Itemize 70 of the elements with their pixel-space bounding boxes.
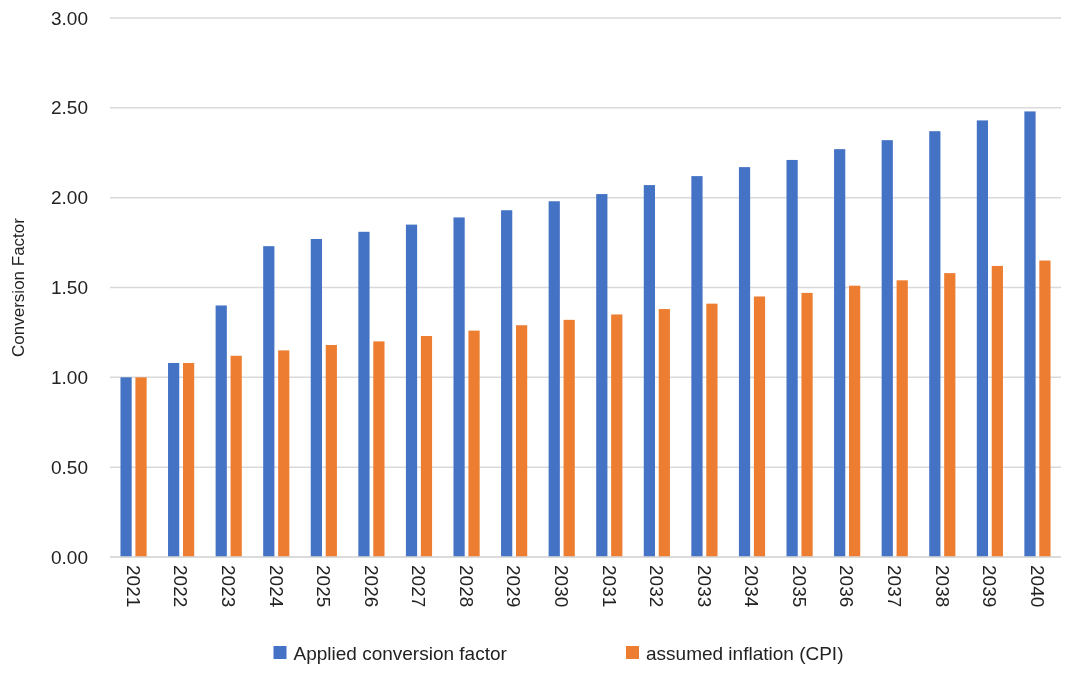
x-tick-label: 2021 bbox=[122, 565, 144, 608]
x-tick-label: 2038 bbox=[931, 565, 953, 608]
x-tick-label: 2024 bbox=[265, 565, 287, 608]
bar bbox=[373, 341, 385, 557]
bar bbox=[358, 231, 370, 557]
bar bbox=[658, 309, 670, 557]
bar bbox=[563, 319, 575, 557]
y-tick-label: 0.00 bbox=[51, 546, 88, 568]
x-tick-label: 2022 bbox=[170, 565, 192, 608]
y-tick-label: 1.00 bbox=[51, 366, 88, 388]
bar bbox=[896, 280, 908, 557]
x-tick-label: 2035 bbox=[788, 565, 810, 608]
legend-label: Applied conversion factor bbox=[293, 642, 508, 664]
bar bbox=[929, 131, 941, 557]
bar bbox=[611, 314, 623, 557]
x-tick-label: 2028 bbox=[455, 565, 477, 608]
bar bbox=[168, 362, 180, 557]
bar bbox=[215, 305, 227, 557]
bar bbox=[834, 149, 846, 557]
bar bbox=[991, 265, 1003, 557]
x-tick-label: 2034 bbox=[741, 565, 763, 608]
x-tick-label: 2033 bbox=[693, 565, 715, 608]
x-tick-label: 2023 bbox=[218, 565, 240, 608]
bar bbox=[801, 292, 813, 557]
y-tick-label: 2.50 bbox=[51, 97, 88, 119]
bar bbox=[596, 194, 608, 557]
bar bbox=[976, 120, 989, 557]
x-tick-label: 2032 bbox=[646, 565, 668, 608]
bar bbox=[643, 185, 655, 557]
bar bbox=[1024, 111, 1036, 557]
bar bbox=[944, 273, 956, 557]
y-tick-label: 1.50 bbox=[51, 277, 88, 299]
bar bbox=[263, 246, 275, 557]
bar bbox=[405, 224, 418, 557]
bar bbox=[1039, 260, 1051, 557]
bar bbox=[453, 217, 465, 557]
bar bbox=[501, 210, 513, 557]
bar bbox=[420, 336, 433, 557]
bar bbox=[310, 238, 322, 557]
bar bbox=[849, 285, 861, 557]
x-tick-label: 2039 bbox=[979, 565, 1001, 608]
x-tick-label: 2026 bbox=[360, 565, 382, 608]
bar bbox=[120, 377, 132, 557]
x-tick-label: 2027 bbox=[408, 565, 430, 608]
bar bbox=[135, 377, 147, 557]
bar bbox=[881, 140, 893, 557]
x-tick-label: 2025 bbox=[313, 565, 335, 608]
y-axis-title: Conversion Factor bbox=[9, 217, 28, 357]
x-tick-label: 2031 bbox=[598, 565, 620, 608]
bar bbox=[706, 303, 718, 557]
bar bbox=[230, 355, 242, 557]
bar bbox=[786, 159, 798, 557]
bar bbox=[738, 167, 751, 557]
bar bbox=[182, 362, 195, 557]
x-tick-label: 2036 bbox=[836, 565, 858, 608]
x-tick-label: 2040 bbox=[1026, 565, 1048, 608]
x-tick-label: 2030 bbox=[551, 565, 573, 608]
bar bbox=[753, 296, 766, 557]
x-tick-label: 2029 bbox=[503, 565, 525, 608]
x-tick-label: 2037 bbox=[884, 565, 906, 608]
bar bbox=[516, 325, 528, 557]
legend-label: assumed inflation (CPI) bbox=[646, 642, 844, 664]
y-tick-label: 2.00 bbox=[51, 187, 88, 209]
y-tick-label: 3.00 bbox=[51, 7, 88, 29]
bar bbox=[325, 344, 337, 557]
bar bbox=[468, 330, 480, 557]
bar bbox=[548, 201, 560, 557]
bar bbox=[691, 176, 703, 557]
bar bbox=[278, 350, 290, 557]
y-tick-label: 0.50 bbox=[51, 456, 88, 478]
